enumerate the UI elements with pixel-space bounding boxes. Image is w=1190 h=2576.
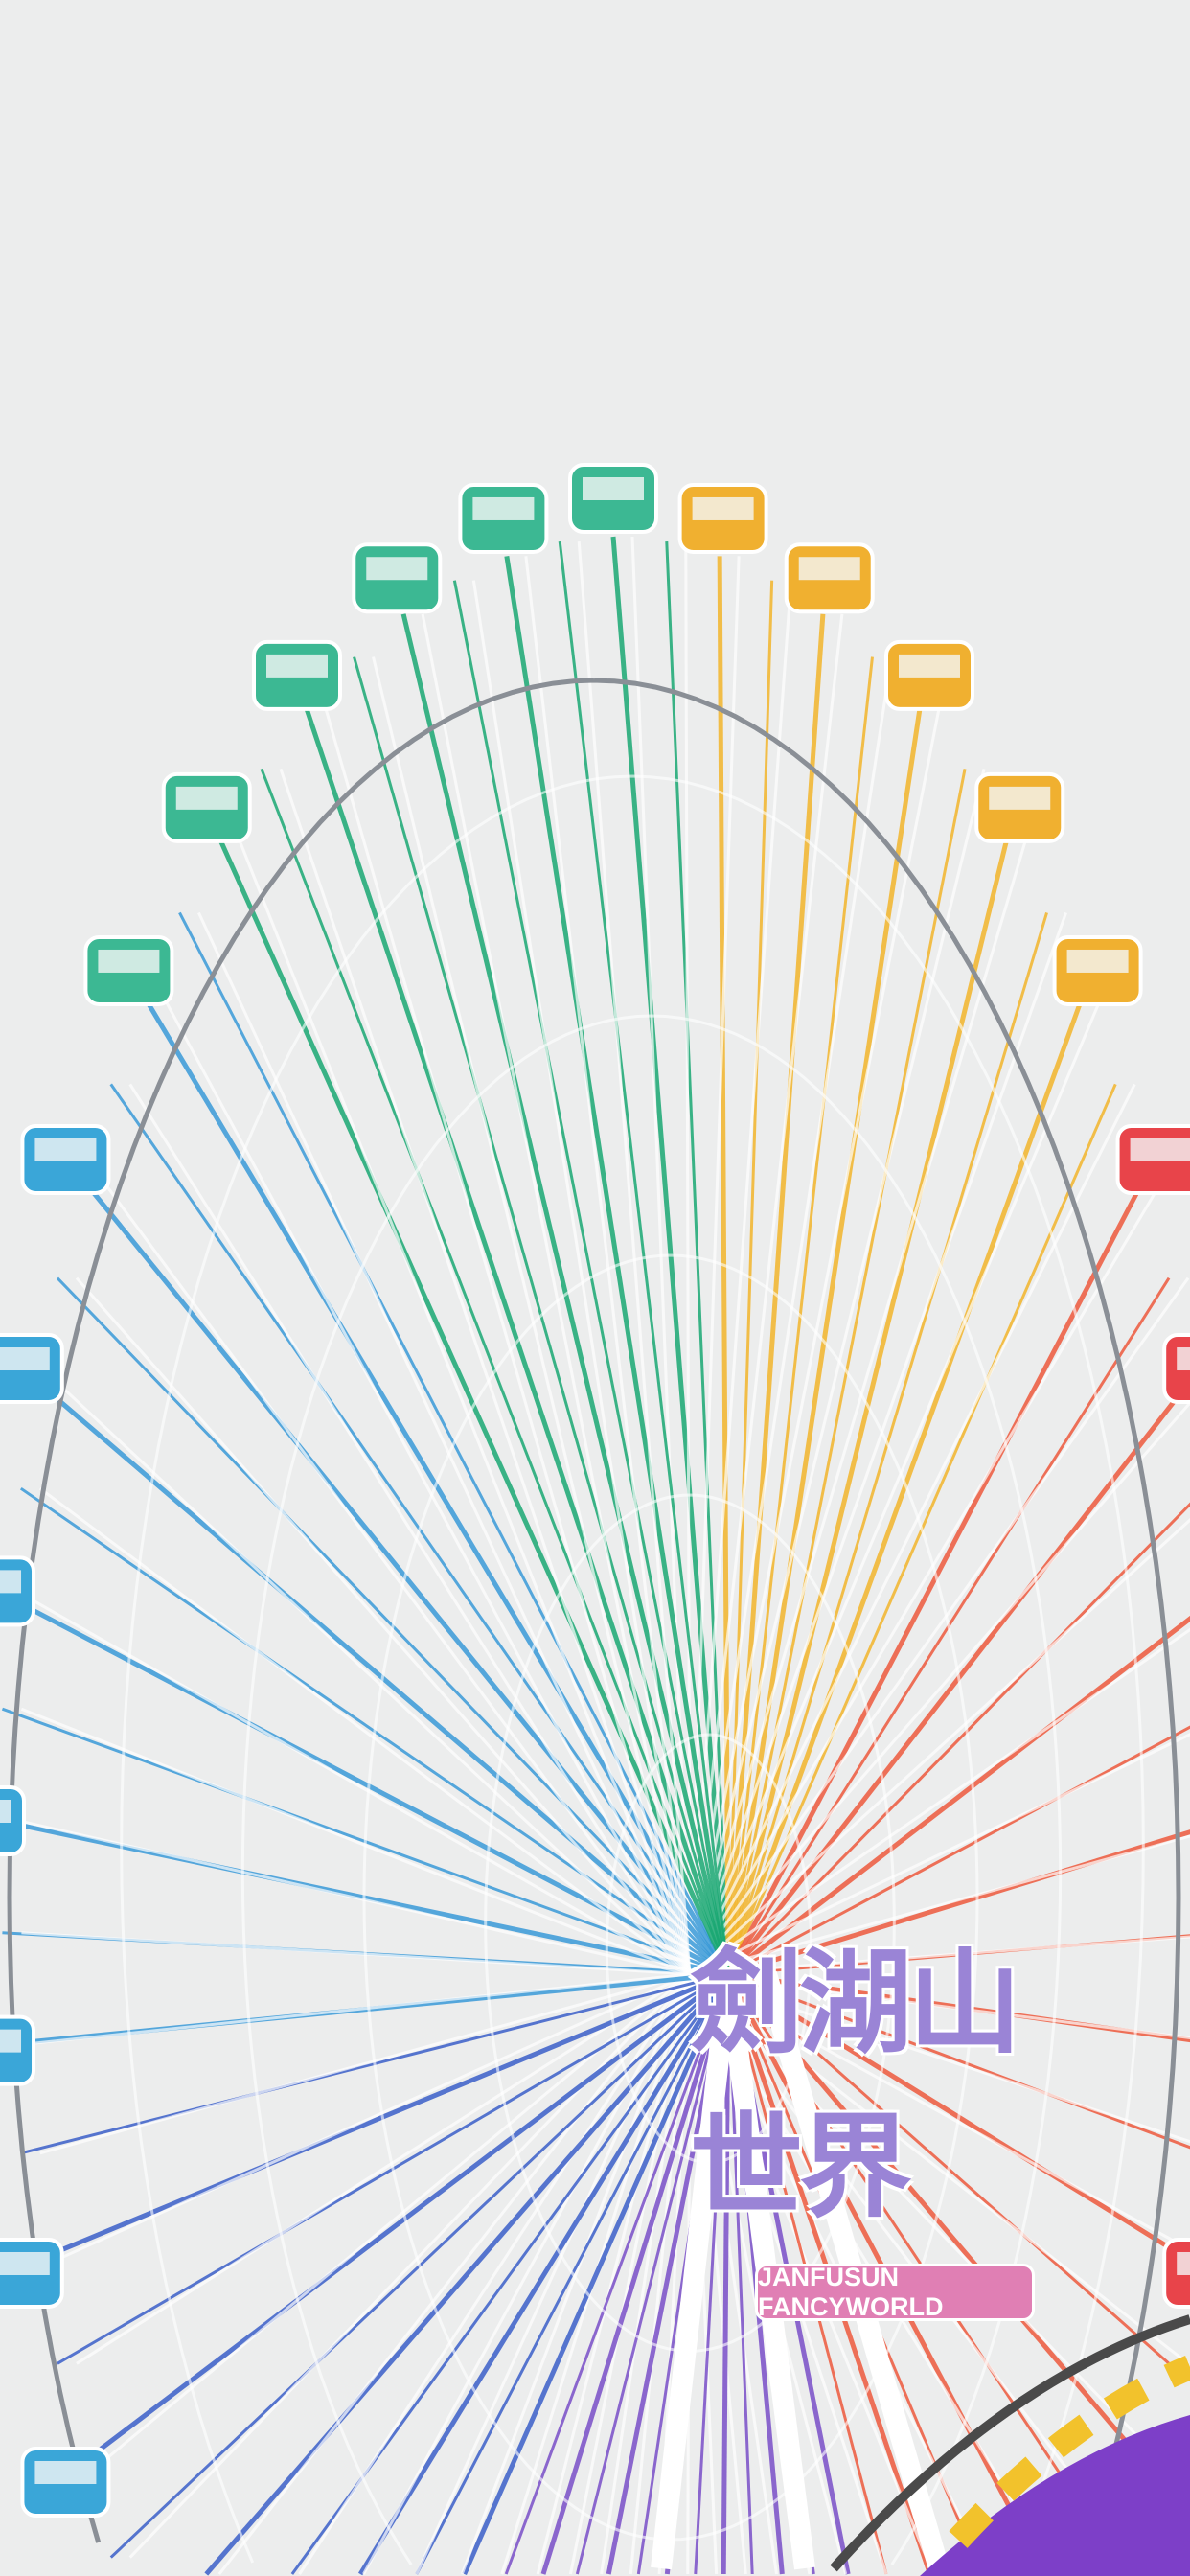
white-spoke	[688, 613, 844, 1975]
white-spoke	[372, 656, 692, 1975]
white-spoke	[197, 911, 692, 1975]
spoke	[462, 1972, 731, 2576]
white-spoke	[688, 911, 1067, 1975]
white-spoke	[21, 1931, 691, 1976]
gondola-window	[0, 2251, 50, 2275]
park-sign-chinese: 劍湖山世界	[690, 1937, 1021, 2233]
white-spoke	[20, 1707, 691, 1976]
white-spoke	[128, 1972, 692, 2559]
gondola-window	[1177, 1347, 1190, 1371]
white-spoke	[100, 1178, 692, 1975]
white-spoke	[688, 995, 1104, 1975]
white-spoke	[688, 768, 986, 1975]
white-spoke	[237, 836, 692, 1975]
white-spoke	[421, 613, 692, 1975]
white-spoke	[688, 656, 893, 1975]
spoke	[540, 1973, 731, 2575]
gondola-window	[34, 1138, 97, 1162]
park-sign-english: JANFUSUN FANCYWORLD	[755, 2263, 1035, 2321]
white-spoke	[629, 1973, 692, 2575]
white-spoke	[688, 1400, 1190, 1975]
gondola-window	[472, 496, 535, 520]
white-spoke	[38, 1486, 691, 1976]
wheel-spokes	[0, 536, 1190, 2576]
white-spoke	[688, 556, 741, 1975]
white-spoke	[689, 1834, 1190, 1976]
gondola-window	[798, 557, 860, 581]
white-spoke	[28, 1972, 691, 2046]
white-spoke	[689, 1733, 1190, 1976]
wheel-capsules	[0, 463, 1190, 2518]
white-spoke	[689, 1972, 1190, 2040]
white-spoke	[18, 1819, 691, 1976]
gondola-window	[266, 654, 328, 678]
white-spoke	[688, 1518, 1190, 1976]
white-spoke	[524, 556, 692, 1975]
white-spoke	[577, 540, 692, 1975]
white-spoke	[688, 708, 941, 1975]
white-spoke	[279, 768, 692, 1975]
white-spoke	[689, 1935, 1190, 1976]
gondola-window	[899, 654, 960, 678]
spoke	[504, 1973, 730, 2575]
white-spoke	[324, 708, 692, 1975]
white-spoke	[100, 1972, 691, 2465]
white-spoke	[689, 1627, 1190, 1976]
gondola-window	[583, 477, 644, 500]
white-spoke	[128, 1083, 692, 1975]
white-spoke	[161, 994, 692, 1975]
gondola-window	[98, 949, 160, 973]
gondola-window	[0, 1800, 11, 1823]
white-spoke	[39, 1972, 691, 2155]
gondola-window	[366, 557, 428, 581]
white-spoke	[688, 837, 1028, 1975]
white-spoke	[55, 1380, 692, 1976]
white-spoke	[75, 1276, 692, 1975]
gondola-window	[692, 496, 754, 520]
white-spoke	[688, 1083, 1136, 1975]
white-spoke	[569, 1973, 692, 2575]
white-spoke	[362, 1973, 692, 2575]
white-spoke	[460, 1973, 692, 2575]
gondola-window	[1066, 949, 1129, 973]
coaster-track	[830, 2314, 1190, 2576]
spoke	[204, 1972, 730, 2576]
white-spoke	[55, 1972, 691, 2262]
white-spoke	[688, 1276, 1190, 1975]
white-spoke	[688, 1178, 1165, 1975]
gondola-window	[1130, 1138, 1190, 1162]
ring-brace	[120, 774, 1145, 2564]
outer-rim	[7, 678, 1181, 2543]
white-spoke	[471, 580, 692, 1975]
outer-rim-group	[7, 678, 1181, 2543]
white-spoke	[27, 1597, 691, 1976]
gondola-window	[175, 786, 238, 810]
gondola-window	[0, 1570, 22, 1594]
white-spoke	[688, 580, 793, 1975]
white-spoke	[217, 1973, 692, 2575]
gondola-window	[0, 1347, 50, 1371]
gondola-window	[0, 2029, 22, 2053]
gondola-window	[989, 786, 1051, 810]
white-spoke	[76, 1972, 691, 2365]
spoke	[575, 1973, 730, 2575]
gondola-window	[1177, 2251, 1190, 2275]
gondola-window	[34, 2461, 97, 2484]
spoke	[357, 1972, 731, 2576]
